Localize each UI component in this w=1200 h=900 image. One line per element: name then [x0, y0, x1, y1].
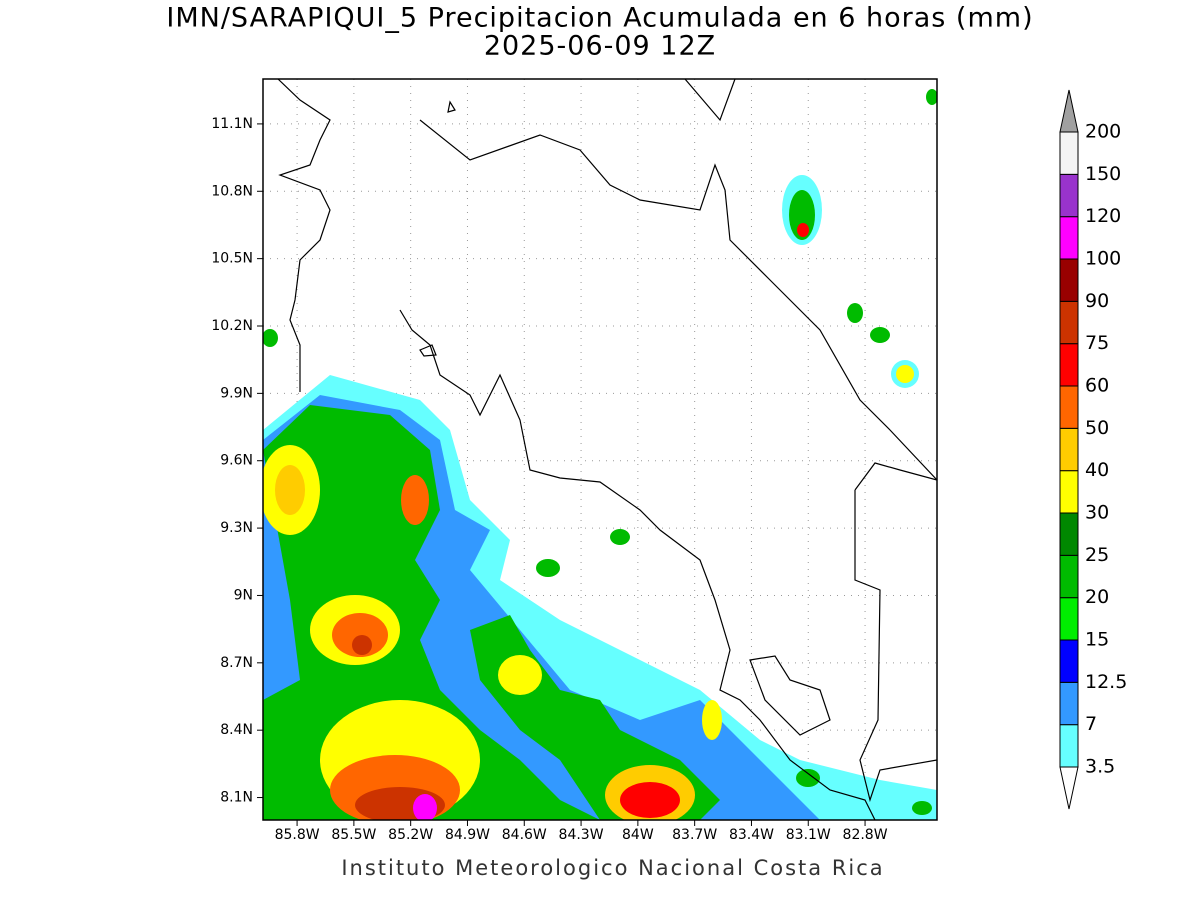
- colorbar-box: [1059, 597, 1079, 641]
- precip-area: [847, 303, 863, 323]
- colorbar-label: 120: [1085, 205, 1121, 227]
- precip-area: [912, 801, 932, 815]
- coastline: [684, 79, 736, 122]
- precip-area: [401, 475, 429, 525]
- x-tick-label: 84.3W: [559, 827, 604, 843]
- coastline: [854, 462, 937, 803]
- map-subtitle: 2025-06-09 12Z: [484, 31, 716, 62]
- precip-area: [332, 613, 388, 657]
- precip-area: [498, 655, 542, 695]
- colorbar-label: 75: [1085, 332, 1109, 354]
- colorbar-box: [1059, 427, 1079, 472]
- coastline: [749, 655, 831, 736]
- y-tick-label: 10.8N: [211, 183, 253, 199]
- colorbar-label: 150: [1085, 163, 1121, 185]
- x-tick-label: 85.2W: [388, 827, 433, 843]
- y-tick-label: 9N: [234, 587, 253, 603]
- colorbar-label: 12.5: [1085, 671, 1127, 693]
- coastline: [419, 100, 456, 357]
- x-tick-label: 83.7W: [672, 827, 717, 843]
- colorbar-under: [1059, 766, 1079, 810]
- precip-area: [413, 794, 437, 820]
- precip-area: [926, 89, 937, 105]
- coastline: [399, 309, 876, 820]
- colorbar-box: [1059, 173, 1079, 218]
- precip-field: [263, 89, 937, 820]
- colorbar-box: [1059, 343, 1079, 387]
- colorbar-label: 15: [1085, 629, 1109, 651]
- colorbar: 3.5 7 12.5 15 20 25 30 40 50 60 75 90 100 120 150 200: [1059, 89, 1127, 810]
- coastline: [419, 119, 937, 481]
- colorbar-box: [1059, 470, 1079, 514]
- colorbar-label: 25: [1085, 544, 1109, 566]
- colorbar-box: [1059, 639, 1079, 683]
- precip-area: [263, 329, 278, 347]
- map-frame: [262, 78, 938, 821]
- y-tick-label: 8.1N: [220, 790, 253, 806]
- colorbar-label: 3.5: [1085, 756, 1115, 778]
- precip-area: [870, 327, 890, 343]
- y-tick-label: 10.2N: [211, 318, 253, 334]
- colorbar-box: [1059, 681, 1079, 726]
- colorbar-label: 200: [1085, 121, 1121, 143]
- axis-ticks: 85.8W 85.5W 85.2W 84.9W 84.6W 84.3W 84W 83.7W 83…: [211, 116, 887, 843]
- colorbar-box: [1059, 724, 1079, 768]
- x-tick-label: 84.6W: [502, 827, 547, 843]
- colorbar-label: 90: [1085, 290, 1109, 312]
- colorbar-label: 60: [1085, 375, 1109, 397]
- y-tick-label: 9.3N: [220, 520, 253, 536]
- y-tick-label: 8.7N: [220, 655, 253, 671]
- colorbar-label: 50: [1085, 417, 1109, 439]
- colorbar-label: 20: [1085, 586, 1109, 608]
- footer: Instituto Meteorologico Nacional Costa R…: [341, 856, 884, 880]
- precip-area: [275, 465, 305, 515]
- colorbar-box: [1059, 512, 1079, 556]
- precip-area: [352, 635, 372, 655]
- precip-area: [702, 700, 722, 740]
- colorbar-label: 30: [1085, 502, 1109, 524]
- colorbar-label: 7: [1085, 713, 1097, 735]
- x-tick-label: 83.4W: [729, 827, 774, 843]
- coastlines: [277, 79, 937, 820]
- y-tick-label: 8.4N: [220, 722, 253, 738]
- x-tick-label: 84.9W: [445, 827, 490, 843]
- colorbar-box: [1059, 554, 1079, 599]
- colorbar-over: [1059, 89, 1079, 133]
- map-title: IMN/SARAPIQUI_5 Precipitacion Acumulada …: [166, 3, 1033, 34]
- x-tick-label: 82.8W: [843, 827, 888, 843]
- colorbar-box: [1059, 131, 1079, 175]
- y-tick-label: 11.1N: [211, 116, 253, 132]
- precip-area: [896, 365, 914, 383]
- y-tick-label: 9.6N: [220, 453, 253, 469]
- colorbar-label: 40: [1085, 459, 1109, 481]
- precip-area: [610, 529, 630, 545]
- colorbar-box: [1059, 216, 1079, 260]
- x-tick-label: 85.5W: [331, 827, 376, 843]
- x-tick-label: 83.1W: [786, 827, 831, 843]
- coastline: [277, 79, 331, 392]
- y-tick-label: 9.9N: [220, 385, 253, 401]
- x-tick-label: 85.8W: [275, 827, 320, 843]
- x-tick-label: 84W: [622, 827, 654, 843]
- precip-area: [536, 559, 560, 577]
- colorbar-label: 100: [1085, 248, 1121, 270]
- precip-area: [797, 223, 809, 237]
- colorbar-box: [1059, 300, 1079, 345]
- colorbar-box: [1059, 258, 1079, 302]
- y-tick-label: 10.5N: [211, 251, 253, 267]
- colorbar-box: [1059, 385, 1079, 429]
- precip-area: [620, 782, 680, 818]
- precip-area: [796, 769, 820, 787]
